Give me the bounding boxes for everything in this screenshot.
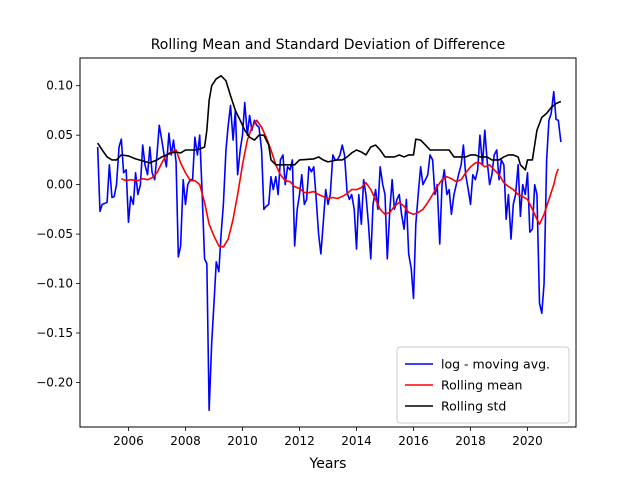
y-tick-label: 0.05 [46,128,73,142]
series-line-rolling-std [97,75,562,171]
series-line-log-moving-avg [96,90,562,411]
legend-label-log-moving-avg: log - moving avg. [441,357,550,372]
x-tick-label: 2008 [170,434,201,448]
y-tick-label: 0.10 [46,79,73,93]
legend: log - moving avg. Rolling mean Rolling std [396,346,570,424]
legend-label-rolling-mean: Rolling mean [441,378,522,393]
legend-label-rolling-std: Rolling std [441,399,506,414]
plot-frame [79,57,577,428]
y-tick-label: 0.00 [46,178,73,192]
x-tick-label: 2014 [341,434,372,448]
chart-title: Rolling Mean and Standard Deviation of D… [151,37,506,53]
legend-box [396,346,570,424]
x-tick-label: 2006 [113,434,144,448]
x-tick-label: 2012 [284,434,315,448]
x-tick-label: 2010 [227,434,258,448]
y-tick-label: −0.10 [36,277,73,291]
series-layer [96,75,562,411]
x-axis-label: Years [309,456,347,472]
series-line-rolling-mean [121,119,560,248]
y-tick-label: −0.20 [36,375,73,389]
y-tick-label: −0.05 [36,227,73,241]
y-tick-label: −0.15 [36,326,73,340]
x-tick-label: 2020 [512,434,543,448]
x-tick-label: 2016 [398,434,429,448]
x-tick-label: 2018 [455,434,486,448]
axes-layer: 2006 2008 2010 2012 2014 2016 2018 2020 0.10 0.05… [36,57,577,448]
